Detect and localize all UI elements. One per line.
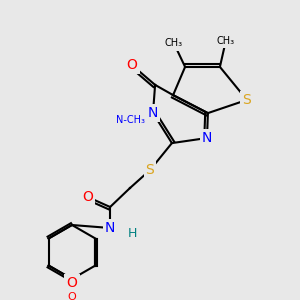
Text: O: O bbox=[68, 292, 76, 300]
Text: O: O bbox=[67, 276, 77, 290]
Text: S: S bbox=[146, 163, 154, 177]
Text: N: N bbox=[202, 131, 212, 145]
Text: N: N bbox=[105, 221, 115, 235]
Text: CH₃: CH₃ bbox=[217, 35, 235, 46]
Text: N: N bbox=[148, 106, 158, 120]
Text: O: O bbox=[82, 190, 93, 204]
Text: CH₃: CH₃ bbox=[165, 38, 183, 49]
Text: N: N bbox=[125, 113, 136, 127]
Text: N-CH₃: N-CH₃ bbox=[116, 115, 145, 125]
Text: S: S bbox=[242, 93, 251, 107]
Text: H: H bbox=[127, 226, 137, 240]
Text: O: O bbox=[127, 58, 137, 72]
